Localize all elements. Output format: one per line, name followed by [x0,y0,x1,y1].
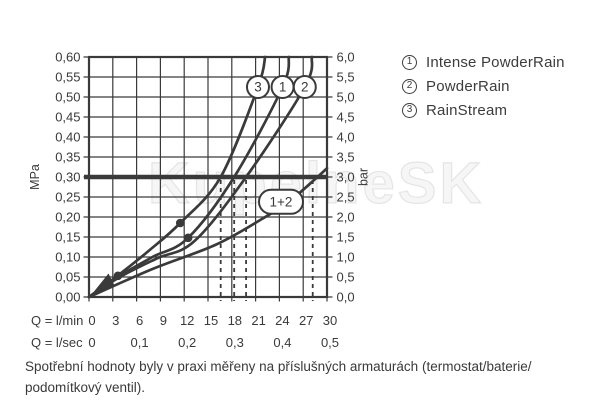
svg-text:30: 30 [323,313,337,328]
svg-text:4,0: 4,0 [337,130,355,145]
svg-text:0,05: 0,05 [55,270,80,285]
svg-text:21: 21 [251,313,265,328]
svg-text:Q = l/min: Q = l/min [31,313,83,328]
caption-text: Spotřební hodnoty byly v praxi měřeny na… [25,356,532,398]
svg-text:0,35: 0,35 [55,150,80,165]
svg-text:3,5: 3,5 [337,150,355,165]
axis-labels: 0,600,550,500,450,400,350,300,250,200,15… [28,50,371,351]
svg-text:0,3: 0,3 [226,335,244,350]
svg-text:1+2: 1+2 [270,195,293,210]
curve-label-circle [245,75,270,99]
svg-text:0,25: 0,25 [55,190,80,205]
legend-item-label: RainStream [426,101,508,119]
legend-item-label: Intense PowderRain [426,53,565,71]
svg-text:0,30: 0,30 [55,170,80,185]
svg-text:0,50: 0,50 [55,90,80,105]
svg-text:0: 0 [88,313,95,328]
svg-text:0,45: 0,45 [55,110,80,125]
svg-text:15: 15 [204,313,218,328]
svg-text:0,55: 0,55 [55,70,80,85]
svg-text:9: 9 [160,313,167,328]
svg-text:0: 0 [88,335,95,350]
legend-item-label: PowderRain [426,77,510,95]
legend-item-3: 3 RainStream [402,99,565,121]
svg-text:0,0: 0,0 [337,290,355,305]
curve-labels: 3 1 2 1+2 [245,75,317,215]
legend-item-2: 2 PowderRain [402,75,565,97]
svg-text:27: 27 [299,313,313,328]
circled-number-icon: 2 [402,78,417,94]
curve-point-markers [113,218,193,281]
svg-text:24: 24 [275,313,289,328]
curve-label-circle [292,75,317,99]
svg-text:0,60: 0,60 [55,50,80,65]
svg-text:4,5: 4,5 [337,110,355,125]
caption-line-1: Spotřební hodnoty byly v praxi měřeny na… [25,359,532,374]
svg-text:0,5: 0,5 [337,270,355,285]
svg-text:3: 3 [254,80,262,95]
svg-text:18: 18 [228,313,242,328]
svg-text:3,0: 3,0 [337,170,355,185]
caption-line-2: podomítkový ventil). [25,380,146,395]
svg-text:0,15: 0,15 [55,230,80,245]
svg-text:0,00: 0,00 [55,290,80,305]
circled-number-icon: 1 [402,54,417,70]
svg-text:2,5: 2,5 [337,190,355,205]
watermark: KupelneSK [147,150,485,216]
svg-text:0,10: 0,10 [55,250,80,265]
svg-text:12: 12 [180,313,194,328]
svg-text:3: 3 [112,313,119,328]
y-axis-unit-bar: bar [357,168,371,186]
svg-text:0,20: 0,20 [55,210,80,225]
curve-label-pill [257,188,304,215]
svg-text:1: 1 [279,80,287,95]
svg-text:5,5: 5,5 [337,70,355,85]
svg-text:0,2: 0,2 [178,335,196,350]
y-axis-unit-mpa: MPa [28,164,42,190]
svg-text:0,5: 0,5 [321,335,339,350]
svg-text:1,5: 1,5 [337,230,355,245]
svg-text:6,0: 6,0 [337,50,355,65]
svg-text:6: 6 [136,313,143,328]
svg-text:Q = l/sec: Q = l/sec [31,335,83,350]
legend-item-1: 1 Intense PowderRain [402,51,565,73]
svg-text:2: 2 [301,80,309,95]
svg-text:2,0: 2,0 [337,210,355,225]
svg-text:0,4: 0,4 [273,335,291,350]
svg-text:5,0: 5,0 [337,90,355,105]
svg-text:0,40: 0,40 [55,130,80,145]
curve-1+2 [87,166,329,299]
legend: 1 Intense PowderRain 2 PowderRain 3 RainStrea… [402,51,565,121]
svg-text:1,0: 1,0 [337,250,355,265]
circled-number-icon: 3 [402,102,417,118]
svg-text:0,1: 0,1 [131,335,149,350]
origin-arrowhead [90,273,114,297]
